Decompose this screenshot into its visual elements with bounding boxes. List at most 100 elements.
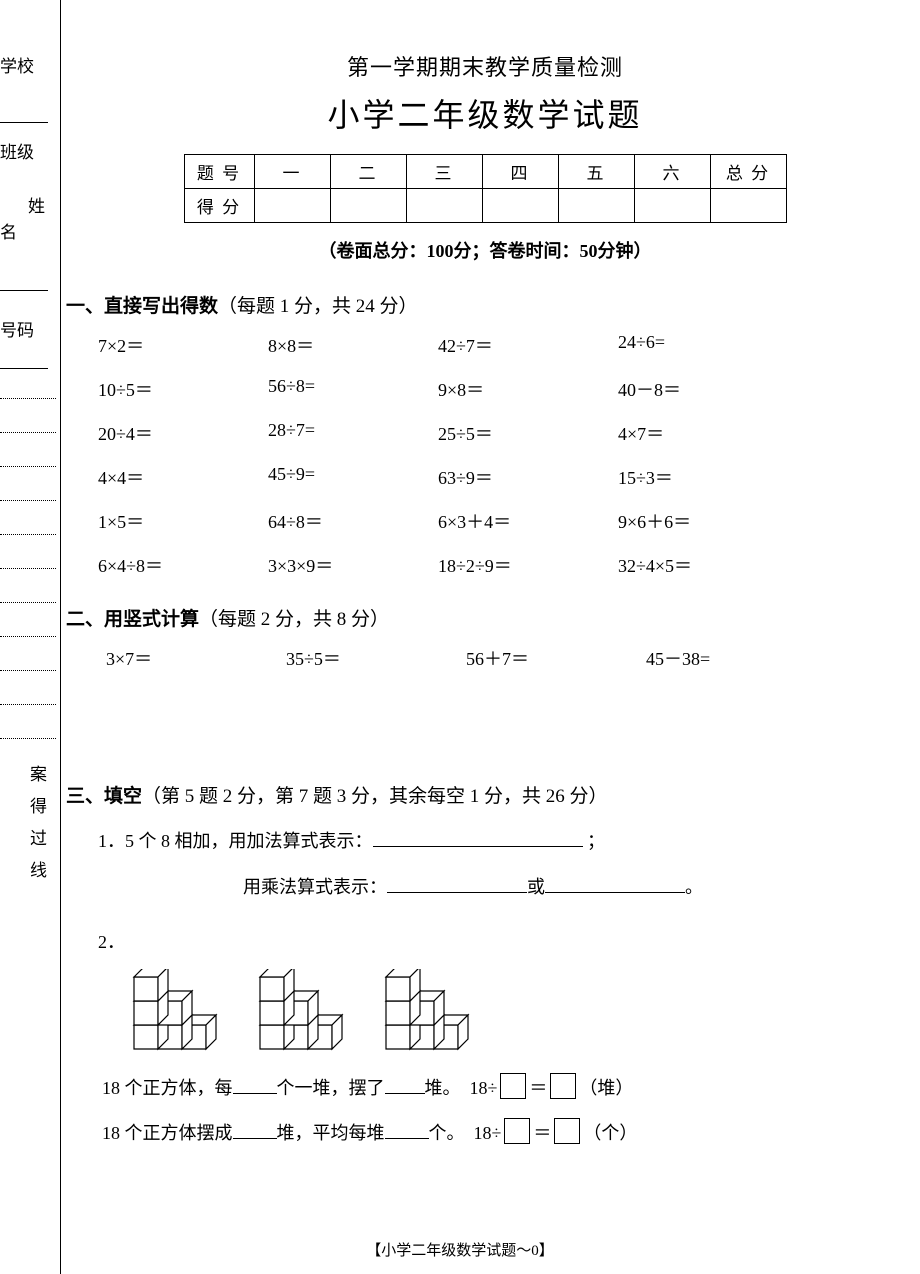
cell-blank[interactable] <box>558 189 634 223</box>
calc-item: 18÷2÷9＝ <box>438 552 618 578</box>
calc-row: 20÷4＝ 28÷7= 25÷5＝ 4×7＝ <box>98 420 900 446</box>
cell-blank[interactable] <box>406 189 482 223</box>
text: （堆） <box>579 1078 633 1098</box>
cube-diagram <box>380 969 486 1055</box>
text: ＝ <box>529 1078 547 1098</box>
cell-blank[interactable] <box>710 189 786 223</box>
calc-row: 6×4÷8＝ 3×3×9＝ 18÷2÷9＝ 32÷4×5＝ <box>98 552 900 578</box>
calc-item: 35÷5＝ <box>286 645 466 671</box>
cell-blank[interactable] <box>482 189 558 223</box>
sec-title-bold: 二、用竖式计算 <box>66 609 199 630</box>
cell-blank[interactable] <box>330 189 406 223</box>
text: （个） <box>583 1123 637 1143</box>
text: 18 个正方体摆成 <box>102 1123 233 1143</box>
text: 堆。 18÷ <box>425 1078 498 1098</box>
calc-item: 6×4÷8＝ <box>98 552 268 578</box>
q2: 2． 18 个正方体，每个一堆，摆了堆。 18÷＝（堆） 18 个正方体摆成堆，… <box>98 923 900 1154</box>
blank-line[interactable] <box>233 1078 277 1094</box>
cube-figures <box>128 969 900 1055</box>
q1-line2: 用乘法算式表示：或。 <box>243 868 900 908</box>
page-footer: 【小学二年级数学试题～0】 <box>0 1239 920 1260</box>
calc-item: 45－38= <box>646 645 826 671</box>
dotted <box>0 602 56 603</box>
calc-item: 45÷9= <box>268 464 438 490</box>
cell-label: 得 分 <box>184 189 254 223</box>
binding-line <box>60 0 61 1274</box>
section-2-title: 二、用竖式计算（每题 2 分，共 8 分） <box>66 604 900 631</box>
dotted <box>0 432 56 433</box>
binding-margin: 学校 班级 姓 名 号码 案 得 过 线 <box>0 0 60 1274</box>
calc-grid: 7×2＝ 8×8＝ 42÷7＝ 24÷6= 10÷5＝ 56÷8= 9×8＝ 4… <box>98 332 900 578</box>
calc-item: 56＋7＝ <box>466 645 646 671</box>
calc-item: 3×3×9＝ <box>268 552 438 578</box>
blank-line[interactable] <box>373 831 583 847</box>
blank-line[interactable] <box>385 1078 425 1094</box>
calc-item: 32÷4×5＝ <box>618 552 788 578</box>
blank-line[interactable] <box>545 876 685 892</box>
blank-box[interactable] <box>554 1118 580 1144</box>
calc-row: 1×5＝ 64÷8＝ 6×3＋4＝ 9×6＋6＝ <box>98 508 900 534</box>
cell-blank[interactable] <box>634 189 710 223</box>
text: 个。 18÷ <box>429 1123 502 1143</box>
vertical-calc-row: 3×7＝ 35÷5＝ 56＋7＝ 45－38= <box>106 645 900 671</box>
calc-row: 10÷5＝ 56÷8= 9×8＝ 40－8＝ <box>98 376 900 402</box>
page-title: 小学二年级数学试题 <box>70 90 900 136</box>
score-table: 题 号 一 二 三 四 五 六 总 分 得 分 <box>184 154 787 223</box>
text: ； <box>587 831 605 851</box>
cell: 六 <box>634 155 710 189</box>
calc-item: 15÷3＝ <box>618 464 788 490</box>
section-3-title: 三、填空（第 5 题 2 分，第 7 题 3 分，其余每空 1 分，共 26 分… <box>66 781 900 808</box>
dotted <box>0 738 56 739</box>
calc-item: 9×6＋6＝ <box>618 508 788 534</box>
table-row: 得 分 <box>184 189 786 223</box>
cube-diagram <box>128 969 234 1055</box>
calc-item: 3×7＝ <box>106 645 286 671</box>
label-school: 学校 <box>0 52 34 77</box>
calc-item: 63÷9＝ <box>438 464 618 490</box>
text: 1．5 个 8 相加，用加法算式表示： <box>98 831 373 851</box>
label-name2: 名 <box>0 218 17 243</box>
label-name1: 姓 <box>28 192 45 217</box>
cube-diagram <box>254 969 360 1055</box>
calc-item: 20÷4＝ <box>98 420 268 446</box>
blank-box[interactable] <box>550 1073 576 1099</box>
dotted <box>0 534 56 535</box>
calc-row: 4×4＝ 45÷9= 63÷9＝ 15÷3＝ <box>98 464 900 490</box>
label-v2: 得 <box>30 792 47 817</box>
underline <box>0 368 48 369</box>
sec-title-bold: 一、直接写出得数 <box>66 296 218 317</box>
calc-item: 1×5＝ <box>98 508 268 534</box>
calc-item: 7×2＝ <box>98 332 268 358</box>
blank-box[interactable] <box>504 1118 530 1144</box>
calc-item: 56÷8= <box>268 376 438 402</box>
text: 或 <box>527 877 545 897</box>
calc-row: 7×2＝ 8×8＝ 42÷7＝ 24÷6= <box>98 332 900 358</box>
text: 个一堆，摆了 <box>277 1078 385 1098</box>
calc-item: 28÷7= <box>268 420 438 446</box>
blank-line[interactable] <box>387 876 527 892</box>
cell-label: 题 号 <box>184 155 254 189</box>
cell: 总 分 <box>710 155 786 189</box>
sec-title-rest: （每题 2 分，共 8 分） <box>199 609 389 630</box>
cell-blank[interactable] <box>254 189 330 223</box>
q2-label: 2． <box>98 932 125 952</box>
blank-box[interactable] <box>500 1073 526 1099</box>
blank-line[interactable] <box>385 1123 429 1139</box>
page-content: 第一学期期末教学质量检测 小学二年级数学试题 题 号 一 二 三 四 五 六 总… <box>70 50 900 1160</box>
table-row: 题 号 一 二 三 四 五 六 总 分 <box>184 155 786 189</box>
calc-item: 8×8＝ <box>268 332 438 358</box>
label-v1: 案 <box>30 760 47 785</box>
dotted <box>0 398 56 399</box>
calc-item: 64÷8＝ <box>268 508 438 534</box>
calc-item: 40－8＝ <box>618 376 788 402</box>
label-v4: 线 <box>30 856 47 881</box>
calc-item: 4×7＝ <box>618 420 788 446</box>
dotted <box>0 500 56 501</box>
cell: 四 <box>482 155 558 189</box>
q2-line1: 18 个正方体，每个一堆，摆了堆。 18÷＝（堆） <box>102 1069 900 1109</box>
underline <box>0 290 48 291</box>
q2-line2: 18 个正方体摆成堆，平均每堆个。 18÷＝（个） <box>102 1114 900 1154</box>
sec-title-bold: 三、填空 <box>66 786 142 807</box>
calc-item: 9×8＝ <box>438 376 618 402</box>
blank-line[interactable] <box>233 1123 277 1139</box>
